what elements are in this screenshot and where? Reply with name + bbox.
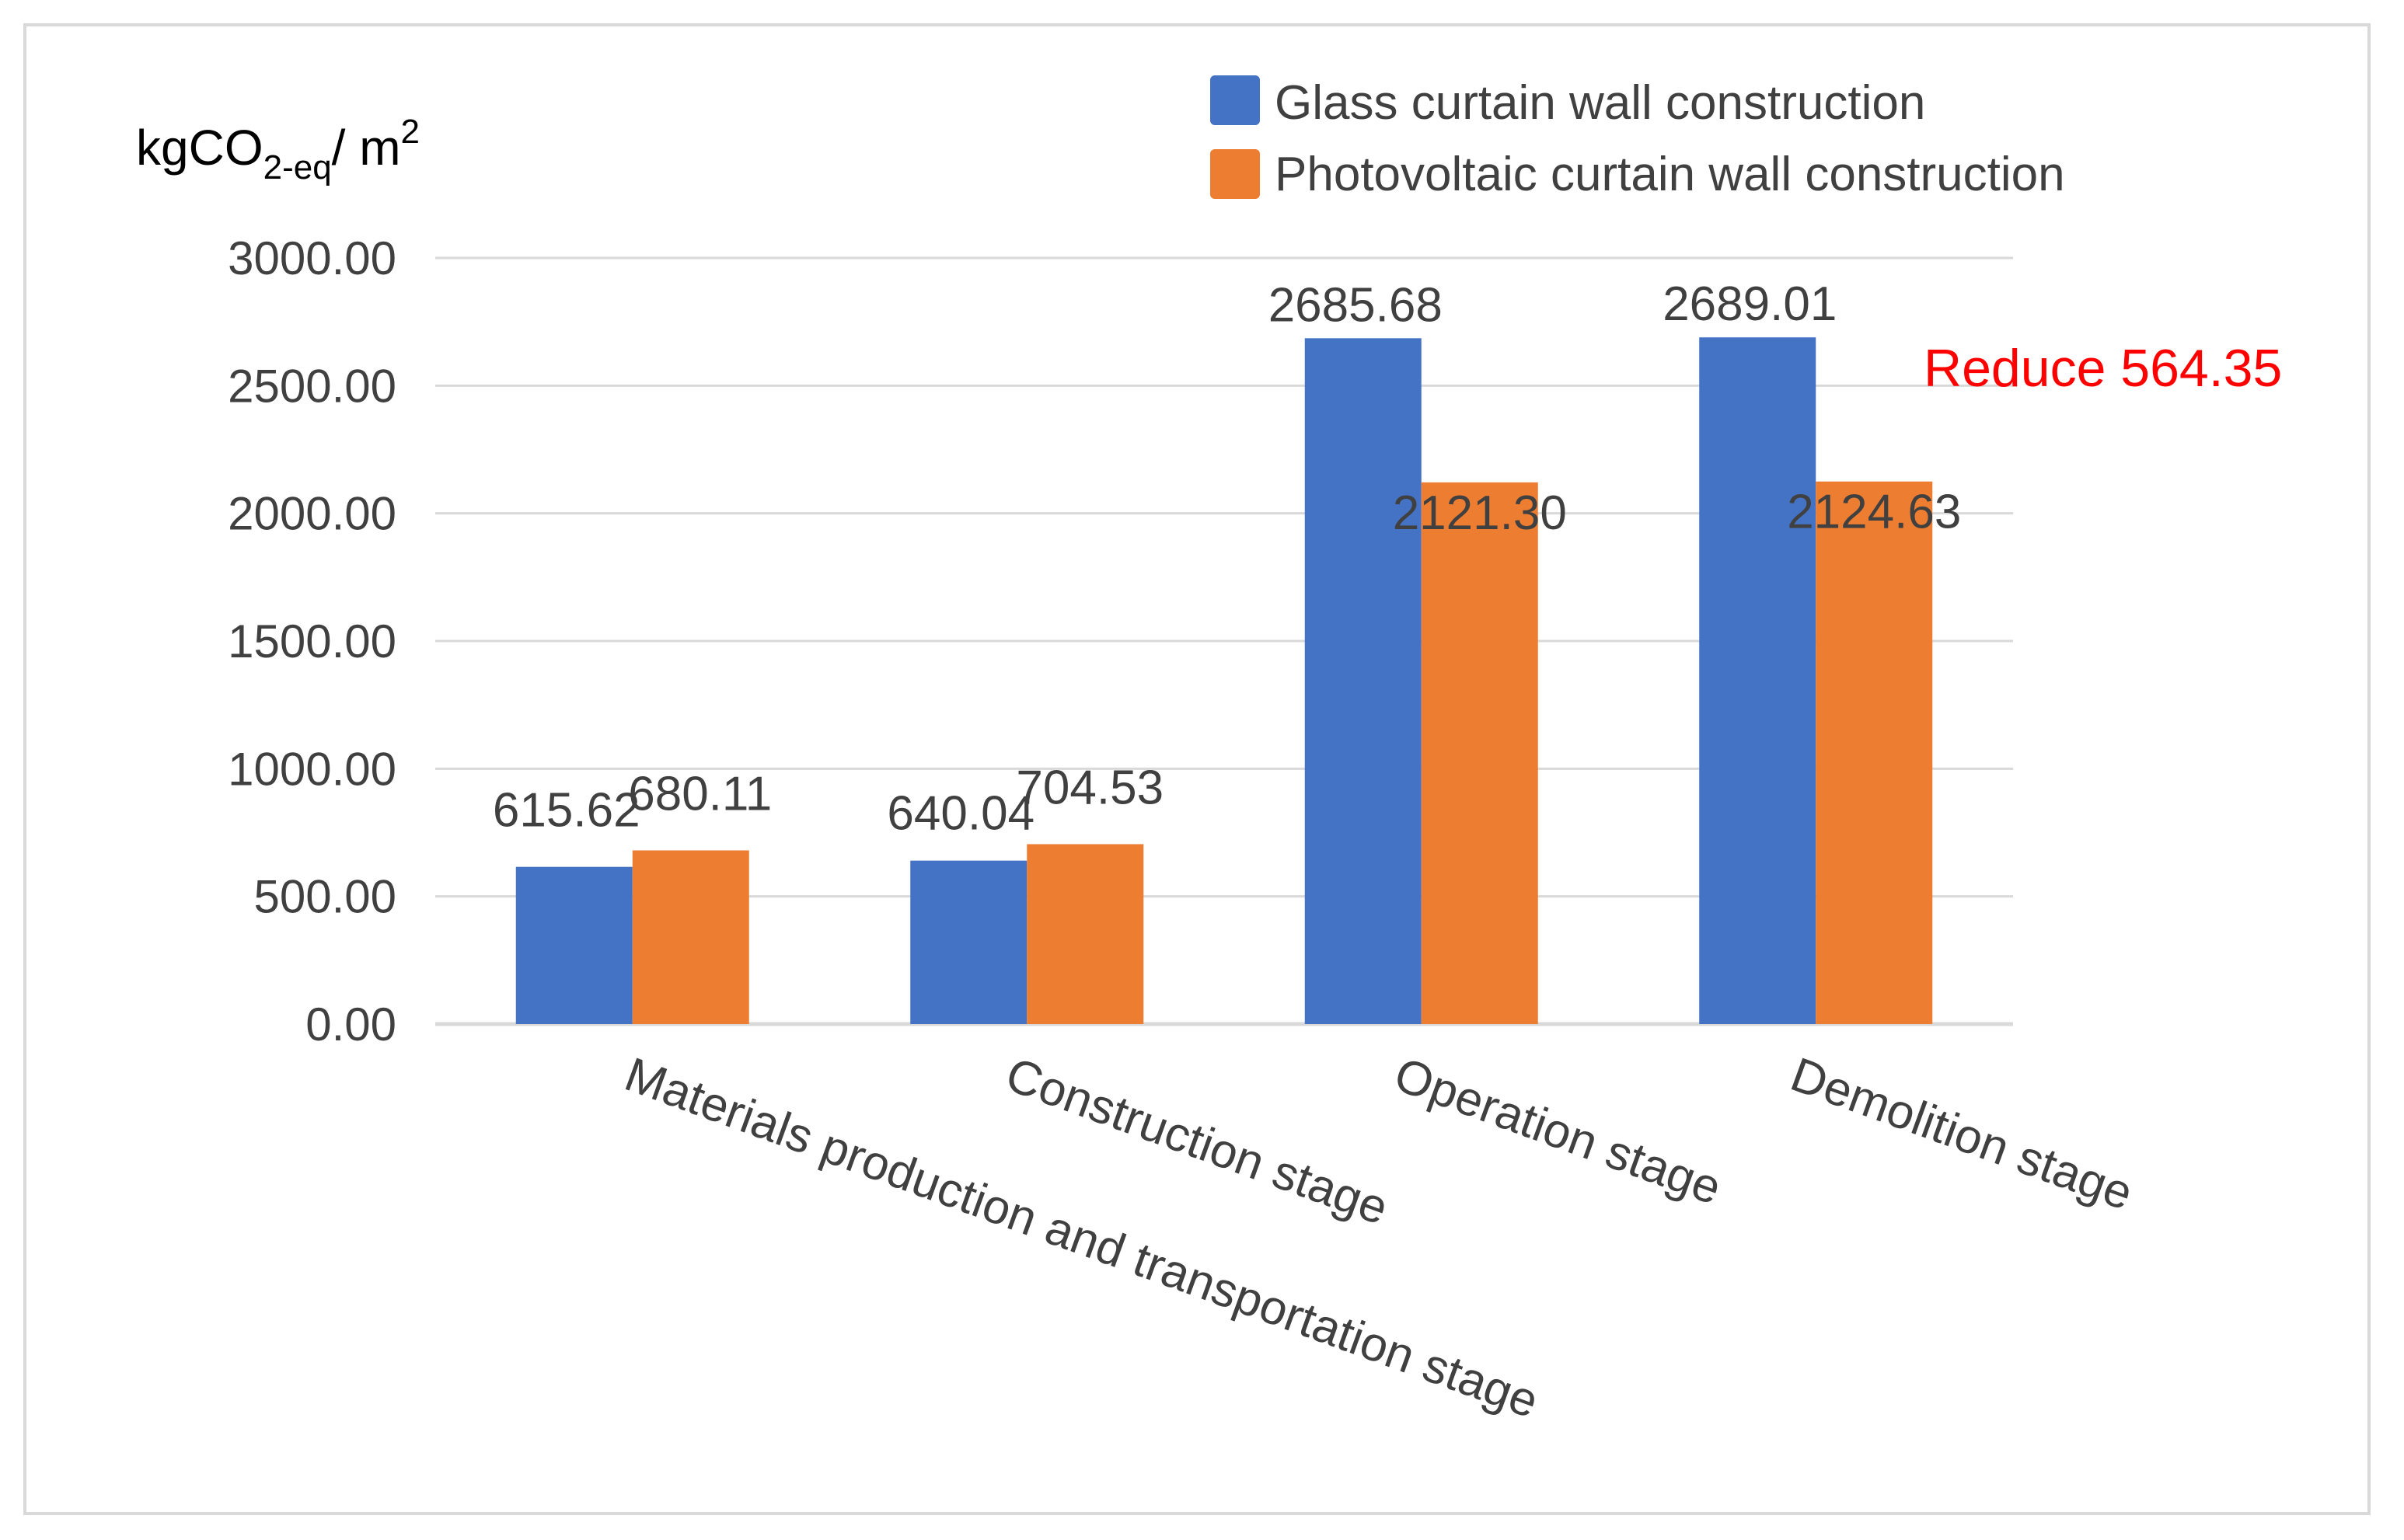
legend: Glass curtain wall construction Photovol… (1210, 75, 2065, 201)
bar (1699, 337, 1816, 1024)
bar (1421, 482, 1538, 1024)
unit-subscript: 2-eq (263, 148, 332, 186)
bar (1027, 844, 1144, 1024)
y-tick-label: 2000.00 (228, 488, 396, 540)
reduction-annotation: Reduce 564.35 (1924, 339, 2282, 398)
y-axis-ticks: 0.00 500.00 1000.00 1500.00 2000.00 2500.00 30… (228, 232, 396, 1050)
legend-label-glass: Glass curtain wall construction (1275, 76, 1925, 130)
data-label: 2124.63 (1787, 486, 1961, 539)
data-label: 680.11 (628, 767, 772, 821)
y-tick-label: 500.00 (253, 871, 396, 923)
data-label: 2689.01 (1663, 277, 1837, 331)
x-axis-categories: Materials production and transportation … (618, 1047, 2140, 1428)
bar (1304, 338, 1422, 1024)
data-label: 640.04 (887, 787, 1035, 841)
legend-label-photovoltaic: Photovoltaic curtain wall construction (1275, 148, 2065, 201)
y-tick-label: 3000.00 (228, 232, 396, 284)
data-label: 2685.68 (1268, 278, 1443, 332)
y-axis-unit-label: kgCO2-eq/ m2 (136, 113, 420, 186)
y-tick-label: 1500.00 (228, 615, 396, 667)
y-tick-label: 2500.00 (228, 360, 396, 412)
unit-superscript: 2 (401, 113, 420, 151)
data-label: 704.53 (1016, 761, 1164, 814)
legend-swatch-photovoltaic (1210, 149, 1260, 199)
bar (632, 850, 749, 1024)
data-label: 2121.30 (1393, 486, 1567, 540)
bar (910, 860, 1028, 1024)
data-label: 615.62 (493, 784, 640, 838)
bar (1816, 481, 1933, 1024)
unit-prefix: kgCO (136, 120, 263, 176)
bars (515, 337, 1933, 1024)
unit-middle: / m (332, 120, 401, 176)
y-tick-label: 1000.00 (228, 743, 396, 795)
x-category-label: Operation stage (1387, 1047, 1728, 1215)
bar (515, 866, 633, 1024)
x-category-label: Demolition stage (1784, 1047, 2140, 1221)
legend-swatch-glass (1210, 75, 1260, 125)
y-tick-label: 0.00 (305, 998, 396, 1050)
